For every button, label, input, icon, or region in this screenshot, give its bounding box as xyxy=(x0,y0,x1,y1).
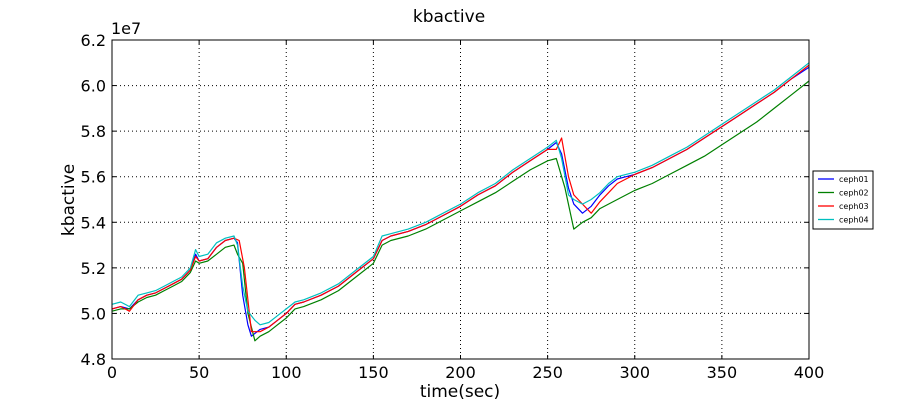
x-tick-label: 350 xyxy=(707,363,738,382)
ticks: 0 50 100 150 200 250 300 350 400 4.8 5.0 5.2 5.4 5.6 5… xyxy=(81,31,825,382)
x-tick-label: 300 xyxy=(619,363,650,382)
x-tick-label: 50 xyxy=(189,363,209,382)
x-tick-label: 100 xyxy=(271,363,302,382)
y-tick-label: 5.0 xyxy=(81,304,106,323)
x-axis-label: time(sec) xyxy=(420,382,500,400)
series-line-ceph03 xyxy=(111,64,810,333)
x-tick-label: 200 xyxy=(445,363,476,382)
y-tick-label: 6.2 xyxy=(81,31,106,50)
y-offset-label: 1e7 xyxy=(111,19,141,38)
y-axis-label: kbactive xyxy=(59,164,79,236)
series-line-ceph04 xyxy=(111,62,810,326)
legend-label-ceph02: ceph02 xyxy=(839,189,869,198)
legend-label-ceph01: ceph01 xyxy=(839,175,869,184)
y-tick-label: 5.4 xyxy=(81,213,106,232)
series-layer xyxy=(111,62,810,342)
y-tick-label: 6.0 xyxy=(81,77,106,96)
plot-frame xyxy=(111,39,810,360)
x-tick-label: 0 xyxy=(107,363,117,382)
series-line-ceph02 xyxy=(111,80,810,342)
y-tick-label: 5.8 xyxy=(81,122,106,141)
x-tick-label: 250 xyxy=(532,363,563,382)
y-tick-label: 4.8 xyxy=(81,350,106,369)
chart-title: kbactive xyxy=(413,7,485,27)
y-tick-label: 5.2 xyxy=(81,259,106,278)
legend-label-ceph04: ceph04 xyxy=(839,216,869,225)
legend-label-ceph03: ceph03 xyxy=(839,202,869,211)
x-tick-label: 150 xyxy=(358,363,389,382)
grid xyxy=(112,40,809,359)
legend: ceph01 ceph02 ceph03 ceph04 xyxy=(812,170,874,230)
series-line-ceph01 xyxy=(111,66,810,337)
x-tick-label: 400 xyxy=(794,363,825,382)
y-tick-label: 5.6 xyxy=(81,168,106,187)
